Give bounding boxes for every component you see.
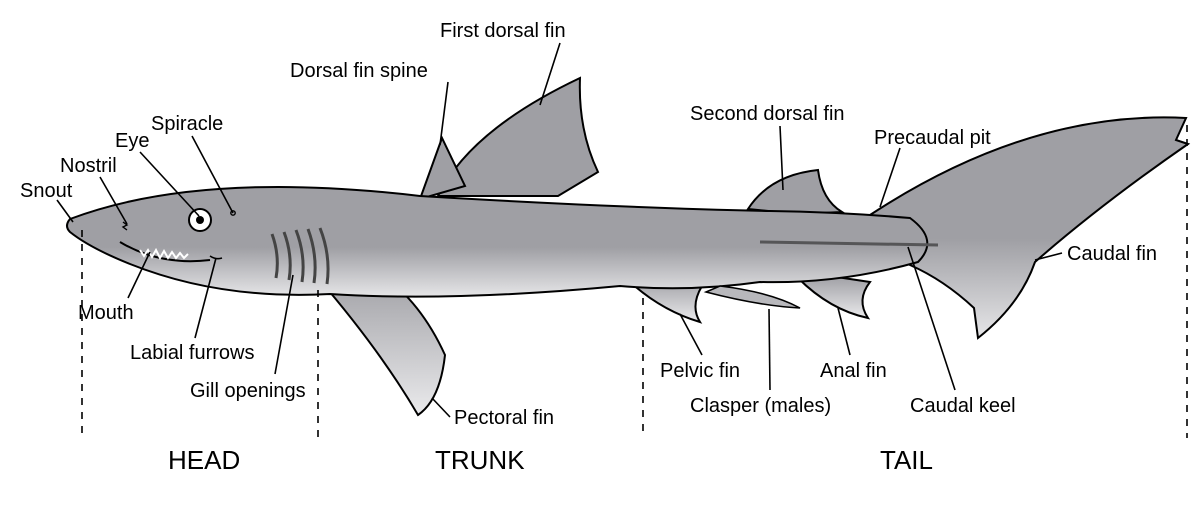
label-gill-openings: Gill openings xyxy=(190,380,306,403)
leader-caudal-keel xyxy=(908,247,955,390)
section-label-tail: TAIL xyxy=(880,445,933,476)
shark-anatomy-diagram: First dorsal fin Dorsal fin spine Second… xyxy=(0,0,1200,505)
gill-openings-group xyxy=(272,228,328,284)
section-label-head: HEAD xyxy=(168,445,240,476)
teeth xyxy=(140,250,188,258)
label-eye: Eye xyxy=(115,130,149,153)
leader-gill-openings xyxy=(275,275,293,374)
leader-pelvic-fin xyxy=(680,314,702,355)
label-pelvic-fin: Pelvic fin xyxy=(660,360,740,383)
diagram-svg xyxy=(0,0,1200,505)
dorsal-fin-spine-shape xyxy=(420,138,465,199)
leader-spiracle xyxy=(192,136,233,213)
label-spiracle: Spiracle xyxy=(151,113,223,136)
section-label-trunk: TRUNK xyxy=(435,445,525,476)
shark-body xyxy=(67,187,927,297)
eye-pupil xyxy=(196,216,204,224)
first-dorsal-fin-shape xyxy=(438,78,598,196)
pelvic-fin-shape xyxy=(628,278,702,322)
clasper-shape xyxy=(706,286,800,308)
second-dorsal-fin-shape xyxy=(748,170,842,214)
eye-outer xyxy=(189,209,211,231)
label-caudal-keel: Caudal keel xyxy=(910,395,1016,418)
caudal-keel-line xyxy=(760,242,938,245)
leader-caudal-fin xyxy=(1035,253,1062,260)
leader-dorsal-fin-spine xyxy=(440,82,448,145)
leader-first-dorsal-fin xyxy=(540,43,560,105)
label-pectoral-fin: Pectoral fin xyxy=(454,407,554,430)
label-labial-furrows: Labial furrows xyxy=(130,342,255,365)
leader-precaudal-pit xyxy=(880,148,900,207)
caudal-fin-shape xyxy=(870,117,1188,338)
leader-nostril xyxy=(100,177,127,224)
leader-snout xyxy=(57,200,73,222)
label-mouth: Mouth xyxy=(78,302,134,325)
nostril-mark xyxy=(123,222,127,230)
leader-labial-furrows xyxy=(195,258,216,338)
anal-fin-shape xyxy=(798,276,870,318)
leader-clasper xyxy=(769,309,770,390)
labial-furrow-mark xyxy=(210,256,222,259)
mouth-line xyxy=(120,242,210,261)
label-caudal-fin: Caudal fin xyxy=(1067,243,1157,266)
label-first-dorsal-fin: First dorsal fin xyxy=(440,20,566,43)
leader-anal-fin xyxy=(838,308,850,355)
leader-second-dorsal-fin xyxy=(780,126,783,190)
leader-eye xyxy=(140,152,199,216)
spiracle-mark xyxy=(231,211,235,215)
label-dorsal-fin-spine: Dorsal fin spine xyxy=(290,60,428,83)
label-anal-fin: Anal fin xyxy=(820,360,887,383)
label-precaudal-pit: Precaudal pit xyxy=(874,127,991,150)
leader-pectoral-fin xyxy=(432,398,450,417)
label-clasper-males: Clasper (males) xyxy=(690,395,831,418)
leader-mouth xyxy=(128,252,150,298)
label-snout: Snout xyxy=(20,180,72,203)
pectoral-fin-shape xyxy=(318,272,445,415)
label-nostril: Nostril xyxy=(60,155,117,178)
label-second-dorsal-fin: Second dorsal fin xyxy=(690,103,845,126)
